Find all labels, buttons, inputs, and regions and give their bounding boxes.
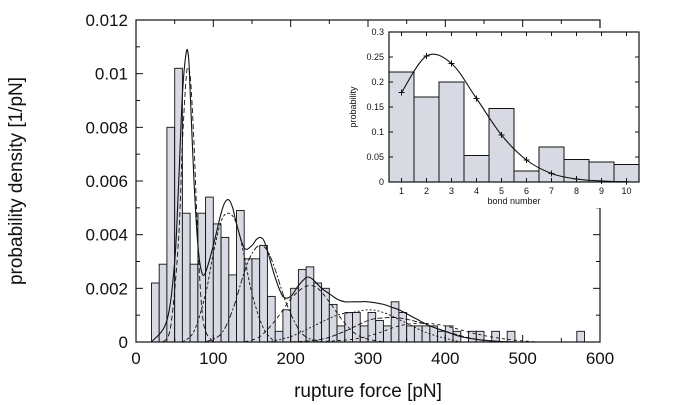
inset-x-tick-label: 7 [549,186,554,196]
fit-component-curve [290,316,508,343]
inset-y-tick-label: 0.1 [371,127,384,137]
fit-component-curve [205,244,322,343]
histogram-bar [375,320,384,343]
inset-fit-point [423,53,430,59]
x-tick-label: 400 [431,349,459,368]
y-tick-label: 0.002 [85,279,128,298]
y-tick-label: 0 [119,333,128,352]
inset-x-tick-label: 10 [621,186,631,196]
histogram-bar [228,274,237,343]
histogram-bar [406,325,415,343]
inset-x-tick-label: 5 [499,186,504,196]
fit-component-curve [313,322,539,343]
histogram-bar [151,282,160,343]
histogram-bar [236,210,245,343]
inset-bar [538,146,565,183]
histogram-bar [468,330,477,343]
histogram-bars [151,67,585,343]
inset-y-tick-label: 0.2 [371,77,384,87]
x-tick-label: 300 [354,349,382,368]
histogram-bar [158,263,168,343]
inset-bar [413,96,440,183]
inset-y-tick-label: 0.15 [366,102,384,112]
x-tick-label: 100 [199,349,227,368]
histogram-bar [282,309,292,343]
inset-x-tick-label: 9 [599,186,604,196]
inset-y-tick-label: 0 [379,177,384,187]
main-chart: 0 100 200 300 400 500 600 0 0.002 0.004 0.006 0.008… [6,11,614,402]
y-axis-label: probability density [1/pN] [6,77,27,285]
fit-total-curve [151,48,523,343]
y-tick-label: 0.012 [85,11,128,30]
inset-chart: 1 2 3 4 5 6 7 8 9 10 0 0.05 0.1 0.15 0.2 0.25 0.3 bond n… [344,27,642,208]
histogram-bar [267,295,276,343]
x-tick-label: 200 [276,349,304,368]
inset-fit-point [523,157,530,163]
inset-fit-point [498,132,505,138]
inset-y-tick-label: 0.3 [371,27,384,37]
histogram-bar [166,126,176,343]
inset-y-tick-label: 0.05 [366,152,384,162]
inset-fit-curve-line [401,53,627,183]
inset-bar [438,81,465,183]
inset-x-tick-label: 2 [424,186,429,196]
inset-fit-point [448,60,455,67]
histogram-bar [437,330,446,343]
histogram-bar [220,236,230,343]
histogram-bar [336,325,346,343]
histogram-bar [313,282,323,343]
inset-x-tick-label: 4 [474,186,479,196]
y-tick-label: 0.004 [85,226,128,245]
inset-x-tick-label: 3 [449,186,454,196]
histogram-bar [398,312,408,343]
x-tick-label: 500 [508,349,536,368]
histogram-bar [243,258,253,343]
inset-fit-point [398,89,405,96]
fit-component-curve [182,212,276,343]
inset-x-tick-label: 1 [399,186,404,196]
histogram-bar [576,330,585,343]
inset-x-axis-label: bond number [487,196,540,206]
main-axis-ticks: 0 100 200 300 400 500 600 0 0.002 0.004 0.006 0.008… [85,11,614,368]
fit-component-curve [267,309,461,343]
inset-axis-ticks: 1 2 3 4 5 6 7 8 9 10 0 0.05 0.1 0.15 0.2 0.25 0.3 [366,27,639,196]
histogram-bar [189,263,199,343]
x-tick-label: 600 [586,349,614,368]
inset-fit-point [548,170,555,177]
y-tick-label: 0.006 [85,172,128,191]
x-axis-label: rupture force [pN] [294,381,442,402]
inset-fit-point [473,95,480,102]
histogram-bar [359,325,369,343]
histogram-bar [321,287,330,343]
fit-curves [151,48,539,343]
histogram-bar [305,266,315,343]
histogram-bar [421,325,431,343]
histogram-bar [506,330,516,343]
inset-y-axis-label: probability [348,86,358,128]
inset-x-tick-label: 6 [524,186,529,196]
x-tick-label: 0 [131,349,140,368]
histogram-bar [367,312,377,343]
histogram-bar [251,258,261,343]
histogram-bar [491,330,500,343]
inset-bar [388,71,415,183]
inset-y-tick-label: 0.25 [366,52,384,62]
y-tick-label: 0.008 [85,118,128,137]
inset-x-tick-label: 8 [574,186,579,196]
histogram-bar [413,325,423,343]
y-tick-label: 0.01 [95,65,128,84]
histogram-bar [383,325,392,343]
fit-component-curve [244,285,384,343]
histogram-bar [197,212,207,343]
histogram-bar [181,212,191,343]
